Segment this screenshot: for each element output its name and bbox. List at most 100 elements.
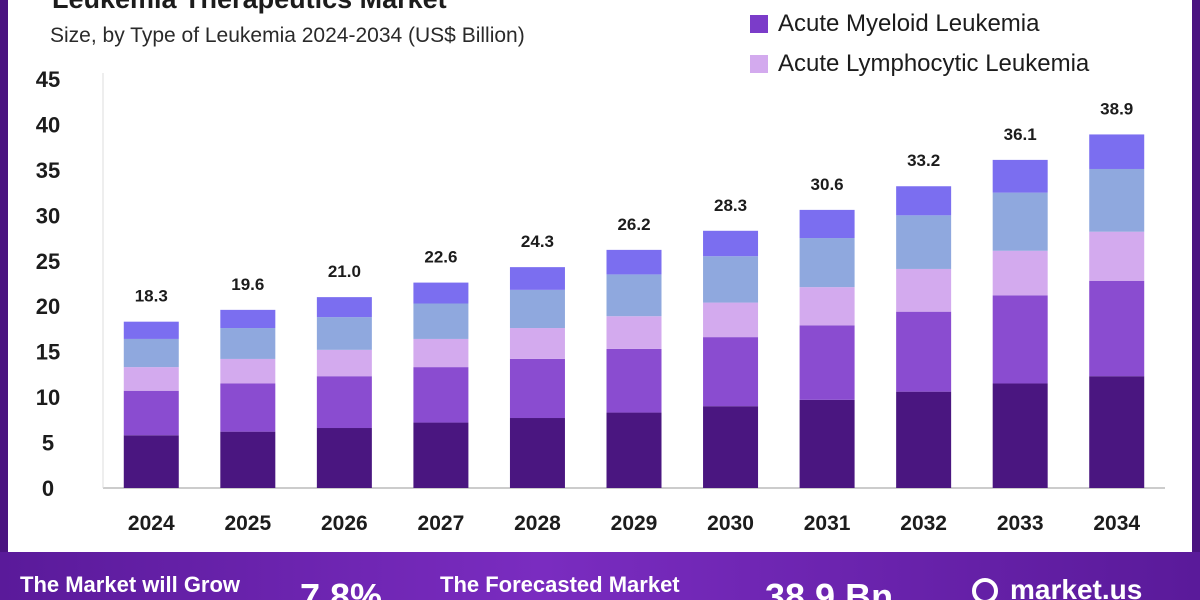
bar-segment <box>316 317 372 350</box>
bar-segment <box>123 435 179 488</box>
footer-forecast-label: The Forecasted Market <box>440 572 680 597</box>
bar-segment <box>316 376 372 429</box>
chart-title: Leukemia Therapeutics Market <box>52 0 447 15</box>
bar-segment <box>1089 376 1145 488</box>
data-label: 21.0 <box>328 262 361 281</box>
footer-brand: market.us <box>1010 574 1143 600</box>
right-accent-bar <box>1192 0 1200 600</box>
bar-segment <box>896 268 952 312</box>
bar-segment <box>896 391 952 488</box>
footer-cagr-value: 7.8% <box>300 576 383 600</box>
legend: Acute Myeloid Leukemia Acute Lymphocytic… <box>750 4 1089 84</box>
y-tick-label: 20 <box>36 294 60 319</box>
legend-item-aml: Acute Myeloid Leukemia <box>750 4 1089 44</box>
legend-label-aml: Acute Myeloid Leukemia <box>778 10 1040 37</box>
y-tick-label: 40 <box>36 112 60 137</box>
footer-grow-label: The Market will Grow <box>20 572 241 597</box>
x-tick-label: 2027 <box>418 512 465 535</box>
bar-segment <box>413 338 469 368</box>
bar-segment <box>123 321 179 339</box>
bar-segment <box>509 328 565 359</box>
bar-segment <box>509 358 565 419</box>
x-tick-label: 2024 <box>128 512 175 535</box>
bar-segment <box>509 267 565 290</box>
bar-segment <box>220 358 276 384</box>
bar-segment <box>606 249 662 275</box>
bar-segment <box>316 297 372 318</box>
data-label: 36.1 <box>1004 125 1037 144</box>
bar-segment <box>123 390 179 436</box>
bar-segment <box>896 186 952 216</box>
y-tick-label: 30 <box>36 203 60 228</box>
bar-segment <box>413 303 469 339</box>
bar-segment <box>992 250 1048 296</box>
bar-segment <box>703 230 759 257</box>
x-tick-label: 2026 <box>321 512 368 535</box>
bar-segment <box>799 325 855 400</box>
bar-segment <box>992 383 1048 488</box>
legend-swatch-all <box>750 55 768 73</box>
x-tick-label: 2030 <box>707 512 754 535</box>
data-label: 18.3 <box>135 287 168 306</box>
bar-segment <box>220 431 276 488</box>
bar-segment <box>316 428 372 488</box>
bar-segment <box>992 159 1048 193</box>
y-tick-label: 35 <box>36 158 60 183</box>
legend-item-all: Acute Lymphocytic Leukemia <box>750 44 1089 84</box>
data-label: 38.9 <box>1100 99 1133 118</box>
x-tick-label: 2031 <box>804 512 851 535</box>
bar-segment <box>123 338 179 368</box>
bar-segment <box>799 399 855 488</box>
chart-subtitle: Size, by Type of Leukemia 2024-2034 (US$… <box>50 24 525 47</box>
bar-segment <box>896 215 952 269</box>
footer-banner: The Market will Grow 7.8% The Forecasted… <box>0 552 1200 600</box>
bar-segment <box>413 422 469 488</box>
bar-segment <box>703 337 759 407</box>
y-tick-label: 10 <box>36 385 60 410</box>
data-label: 26.2 <box>617 215 650 234</box>
x-tick-label: 2025 <box>224 512 271 535</box>
bar-segment <box>703 256 759 303</box>
bar-segment <box>1089 134 1145 169</box>
y-tick-label: 0 <box>42 476 54 501</box>
bar-segment <box>703 406 759 488</box>
y-tick-label: 15 <box>36 340 60 365</box>
bar-segment <box>316 349 372 377</box>
data-label: 19.6 <box>231 275 264 294</box>
x-tick-label: 2029 <box>611 512 658 535</box>
data-label: 33.2 <box>907 151 940 170</box>
bar-segment <box>606 348 662 413</box>
bar-segment <box>703 302 759 338</box>
brand-logo-icon <box>972 578 998 600</box>
bar-segment <box>123 367 179 391</box>
bar-segment <box>799 238 855 288</box>
bar-segment <box>992 295 1048 384</box>
bar-segment <box>1089 168 1145 232</box>
bar-segment <box>509 289 565 329</box>
bar-segment <box>606 316 662 349</box>
footer-forecast-value: 38.9 Bn <box>765 576 894 600</box>
bar-segment <box>606 274 662 317</box>
left-accent-bar <box>0 0 8 600</box>
data-label: 28.3 <box>714 196 747 215</box>
y-tick-label: 25 <box>36 249 60 274</box>
bar-segment <box>606 412 662 488</box>
x-tick-label: 2034 <box>1093 512 1140 535</box>
data-label: 30.6 <box>811 175 844 194</box>
data-label: 24.3 <box>521 232 554 251</box>
bar-segment <box>220 309 276 329</box>
x-tick-label: 2033 <box>997 512 1044 535</box>
legend-swatch-aml <box>750 15 768 33</box>
y-tick-label: 45 <box>36 67 60 92</box>
bar-segment <box>413 282 469 304</box>
bar-segment <box>896 311 952 392</box>
y-tick-label: 5 <box>42 431 54 456</box>
x-tick-label: 2028 <box>514 512 561 535</box>
bar-segment <box>992 192 1048 251</box>
stacked-bar-chart: 05101520253035404518.3202419.6202521.020… <box>36 67 1165 535</box>
x-tick-label: 2032 <box>900 512 947 535</box>
bar-segment <box>799 287 855 326</box>
data-label: 22.6 <box>424 248 457 267</box>
bar-segment <box>509 418 565 488</box>
